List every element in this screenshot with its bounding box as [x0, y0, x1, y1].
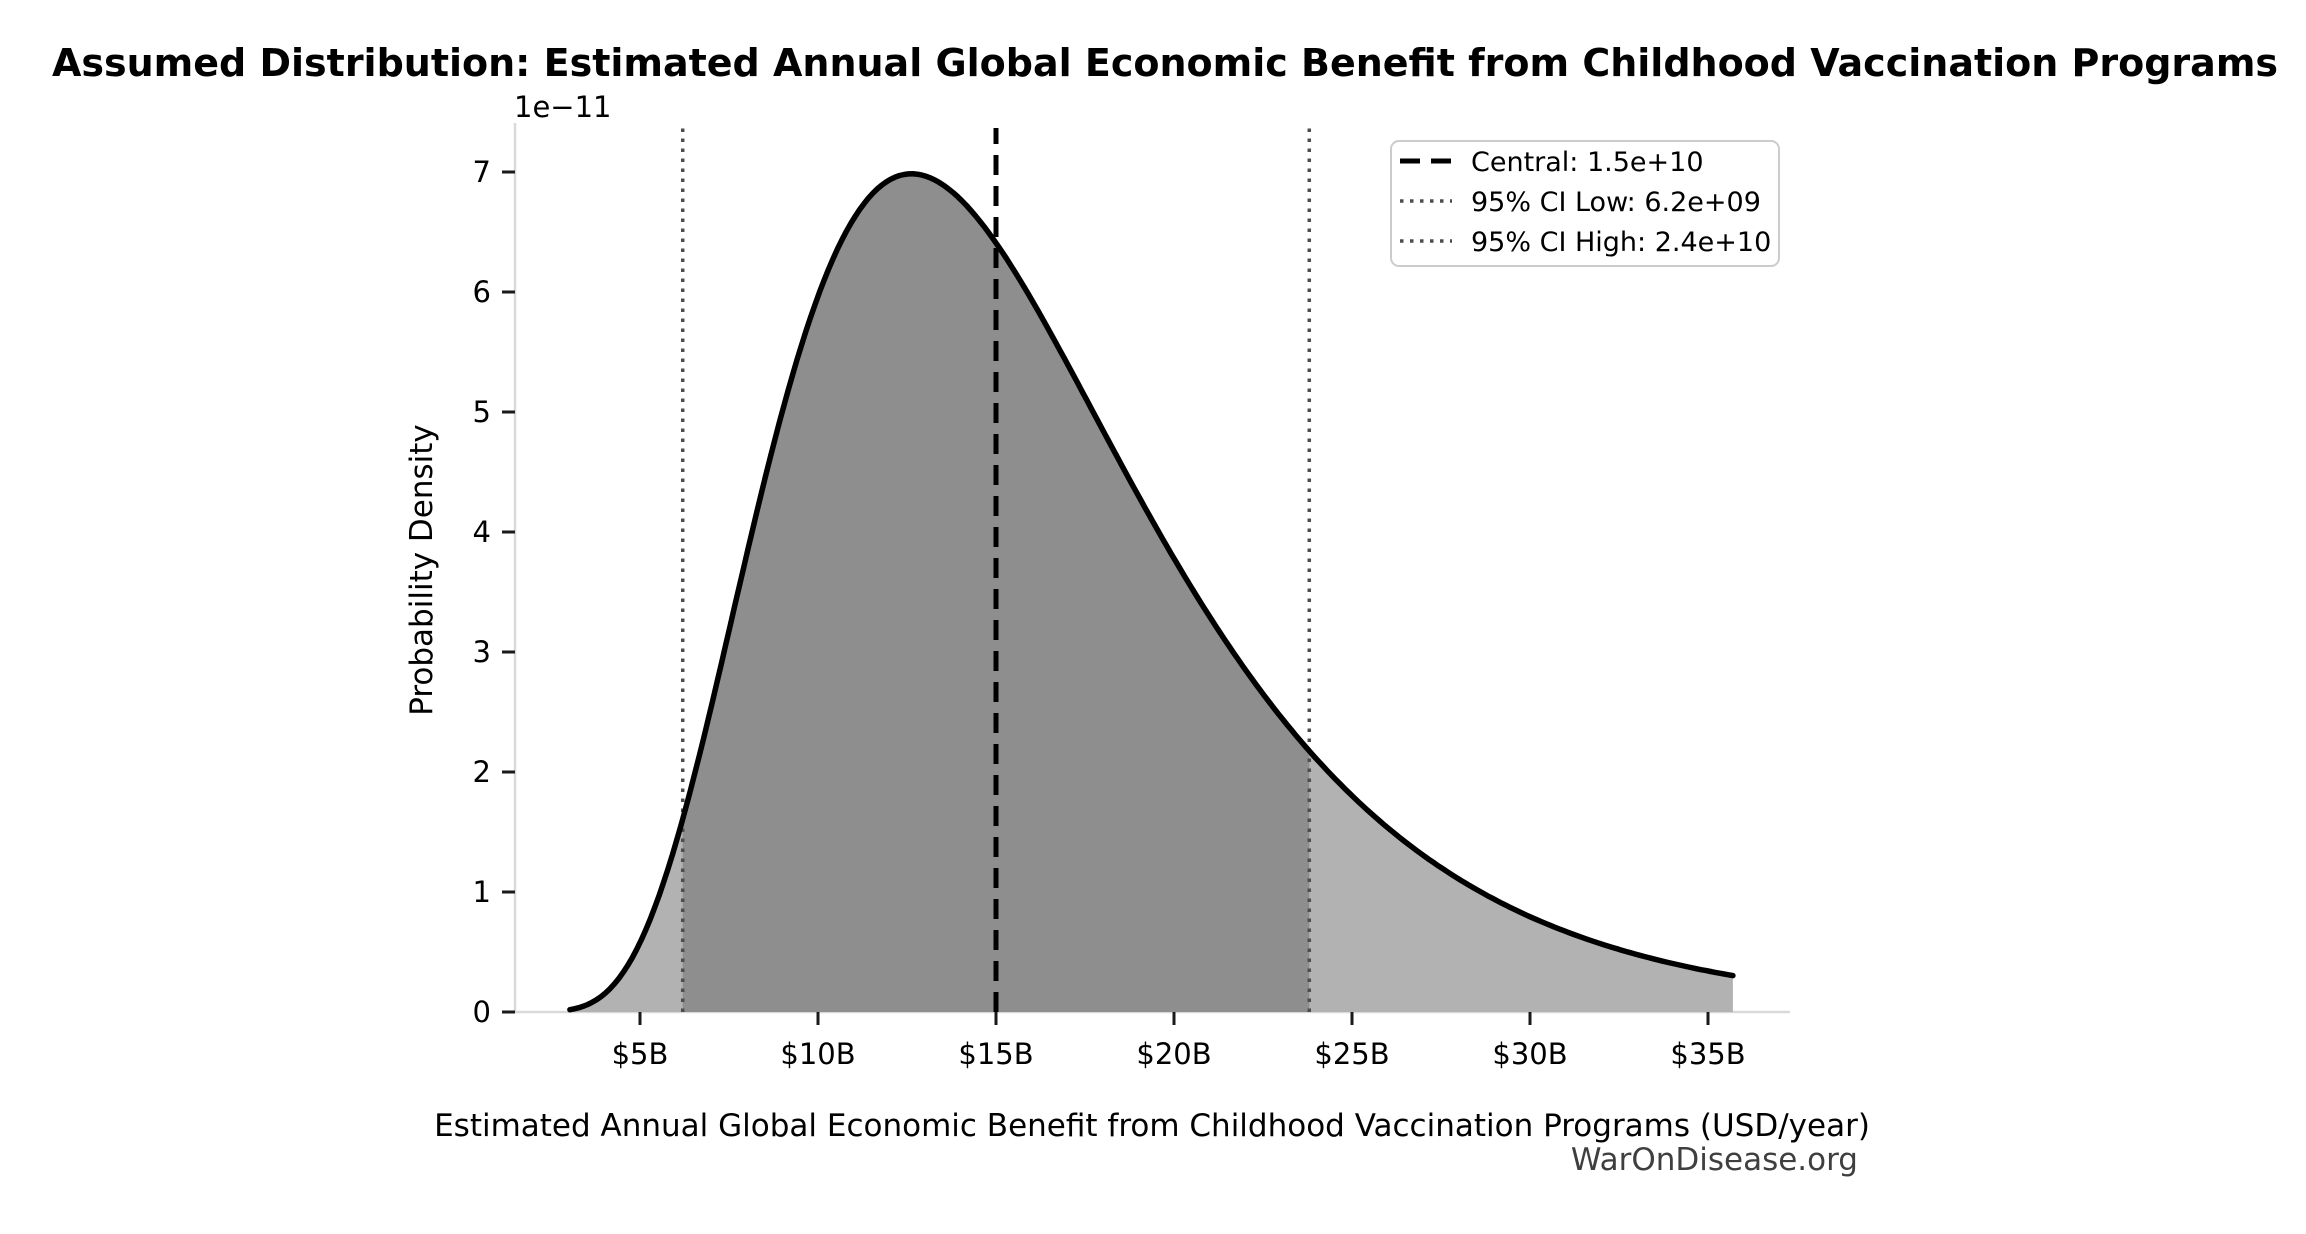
y-tick-label: 5: [473, 395, 491, 429]
y-tick-label: 3: [473, 635, 491, 669]
y-axis-label: Probability Density: [404, 424, 440, 716]
x-tick-label: $10B: [780, 1037, 855, 1071]
legend-ci_high-label: 95% CI High: 2.4e+10: [1471, 227, 1771, 258]
x-tick-label: $15B: [958, 1037, 1033, 1071]
plot-area: [567, 128, 1736, 1013]
x-tick-label: $30B: [1492, 1037, 1567, 1071]
legend: Central: 1.5e+10 95% CI Low: 6.2e+09 95% C…: [1390, 140, 1780, 267]
y-tick-label: 0: [473, 995, 491, 1029]
x-tick-label: $5B: [612, 1037, 669, 1071]
y-tick-label: 4: [473, 515, 491, 549]
x-axis-label: Estimated Annual Global Economic Benefit…: [434, 1108, 1870, 1144]
legend-central-label: Central: 1.5e+10: [1471, 147, 1704, 178]
y-tick-label: 6: [473, 275, 491, 309]
legend-box: [1390, 140, 1780, 267]
chart-title: Assumed Distribution: Estimated Annual G…: [52, 41, 2278, 85]
watermark: WarOnDisease.org: [1571, 1142, 1858, 1178]
legend-ci_low-label: 95% CI Low: 6.2e+09: [1471, 187, 1761, 218]
x-tick-label: $35B: [1670, 1037, 1745, 1071]
x-tick-label: $25B: [1314, 1037, 1389, 1071]
y-axis-offset-text: 1e−11: [514, 90, 612, 124]
density-curve: [567, 171, 1736, 1013]
x-tick-label: $20B: [1136, 1037, 1211, 1071]
y-tick-label: 1: [473, 875, 491, 909]
axes-ticks: 0 1 2 3 4 5 6 7 $5B $10B $15B $20B $25B $30B $35B: [473, 155, 1746, 1071]
y-tick-label: 7: [473, 155, 491, 189]
y-tick-label: 2: [473, 755, 491, 789]
